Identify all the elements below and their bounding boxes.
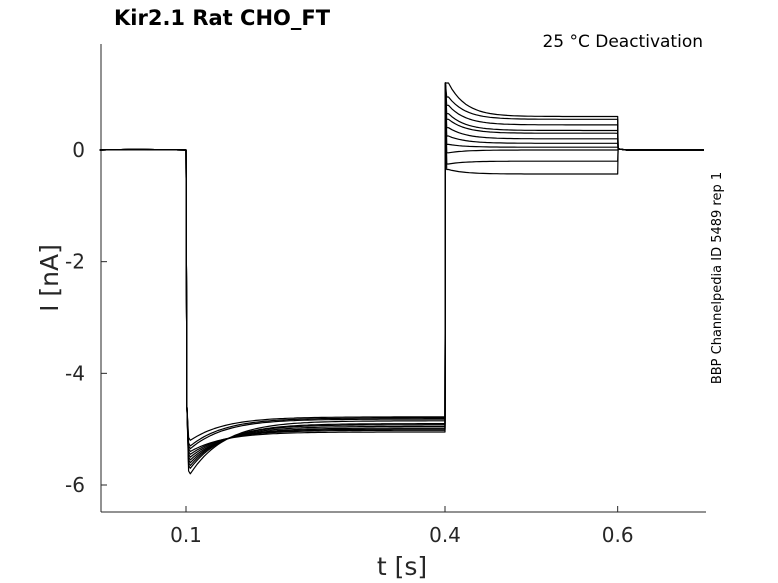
current-trace: [99, 82, 704, 458]
current-trace: [99, 82, 704, 461]
y-ticks: 0 -2 -4 -6: [65, 138, 107, 497]
y-tick-label: -6: [65, 473, 85, 497]
y-tick-label: -4: [65, 361, 85, 385]
current-trace: [99, 82, 704, 467]
chart-title: Kir2.1 Rat CHO_FT: [114, 6, 331, 30]
current-trace: [99, 82, 704, 469]
x-tick-label: 0.6: [602, 523, 634, 547]
x-tick-label: 0.4: [429, 523, 461, 547]
current-trace: [99, 82, 704, 464]
side-label: BBP Channelpedia ID 5489 rep 1: [710, 172, 725, 384]
current-trace: [99, 82, 704, 441]
x-axis-label: t [s]: [377, 552, 427, 581]
current-trace: [99, 82, 704, 475]
current-trace: [99, 82, 704, 450]
current-trace: [99, 82, 704, 447]
current-trace: [99, 82, 704, 453]
chart-subtitle: 25 °C Deactivation: [542, 32, 703, 52]
x-ticks: 0.1 0.4 0.6: [170, 506, 634, 547]
y-axis-label: I [nA]: [35, 244, 64, 312]
current-traces: [99, 82, 704, 475]
current-trace: [99, 82, 704, 455]
y-tick-label: 0: [72, 138, 85, 162]
x-tick-label: 0.1: [170, 523, 202, 547]
y-tick-label: -2: [65, 250, 85, 274]
